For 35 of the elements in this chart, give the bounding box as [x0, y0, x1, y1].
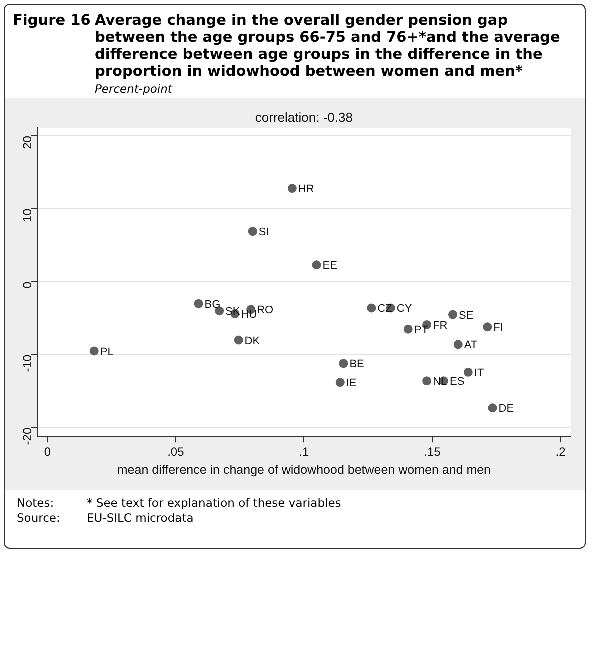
y-tick-label: 20 — [20, 136, 35, 150]
annotation: DK — [244, 335, 261, 348]
x-tick-label: .1 — [299, 445, 310, 460]
annotation: CY — [396, 303, 413, 316]
annotation: AT — [464, 340, 478, 352]
x-tick-label: 0 — [44, 445, 52, 460]
annotation: RO — [257, 304, 274, 317]
chart-subtitle: Percent-point — [95, 82, 174, 96]
annotation: BE — [350, 358, 364, 371]
y-tick-label: 0 — [20, 282, 35, 289]
annotation: EE — [322, 260, 338, 272]
chart-title: Figure 16 Average change in the overall gender pension gap between the age groups 66-75 and 76+*and the average difference between age groups in the difference in the proportion in widowhood between women and men* — [13, 13, 560, 80]
annotation: FR — [433, 320, 448, 332]
annotation: BG — [204, 298, 221, 311]
x-axis-title: mean difference in change of widowhood between women and men — [117, 462, 492, 477]
x-tick-label: .05 — [168, 445, 185, 460]
annotation: PT — [414, 324, 429, 336]
annotation: HU — [241, 309, 258, 322]
x-tick-label: .15 — [424, 445, 442, 460]
text: correlation: -0.38 — [255, 110, 353, 126]
y-tick-label: -20 — [20, 428, 35, 446]
annotation: FI — [494, 322, 504, 334]
y-tick-label: -10 — [20, 354, 35, 372]
annotation: DE — [498, 403, 514, 416]
text: Notes: * See text for explanation of these variables — [17, 496, 342, 510]
text: Source: EU-SILC microdata — [17, 511, 194, 525]
annotation: ES — [450, 376, 465, 388]
annotation: SI — [258, 226, 270, 239]
annotation: HR — [298, 184, 314, 196]
annotation: IE — [346, 378, 357, 390]
annotation: PL — [100, 346, 114, 358]
x-tick-label: .2 — [556, 445, 566, 460]
annotation: IT — [474, 367, 484, 380]
annotation: SE — [458, 310, 474, 322]
y-tick-label: 10 — [20, 208, 35, 222]
